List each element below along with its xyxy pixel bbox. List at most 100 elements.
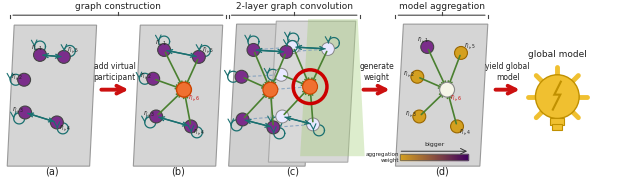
Bar xyxy=(401,154,403,160)
Text: model aggregation: model aggregation xyxy=(399,2,484,11)
Text: $r_{l_t,4}$: $r_{l_t,4}$ xyxy=(193,127,205,138)
Bar xyxy=(446,154,447,160)
Bar xyxy=(461,154,462,160)
Circle shape xyxy=(193,50,205,63)
Text: $r_{l_t,1}$: $r_{l_t,1}$ xyxy=(31,43,44,54)
Bar xyxy=(421,154,422,160)
Text: $r_{l_t,2}$: $r_{l_t,2}$ xyxy=(11,72,24,83)
Bar xyxy=(417,154,419,160)
Polygon shape xyxy=(396,24,488,166)
Bar xyxy=(438,154,439,160)
Circle shape xyxy=(58,50,70,63)
Bar xyxy=(424,154,425,160)
Circle shape xyxy=(276,110,289,123)
Text: $r_{l_t,3}$: $r_{l_t,3}$ xyxy=(405,109,418,120)
Circle shape xyxy=(247,43,260,56)
Bar xyxy=(425,154,426,160)
Text: aggregation
weight: aggregation weight xyxy=(366,152,399,163)
Circle shape xyxy=(18,73,31,86)
Bar xyxy=(434,154,435,160)
Text: add virtual
participant: add virtual participant xyxy=(93,62,136,82)
Text: $r_{l_t,1}$: $r_{l_t,1}$ xyxy=(417,35,429,46)
Bar xyxy=(433,154,434,160)
Circle shape xyxy=(321,43,334,55)
Circle shape xyxy=(184,120,197,133)
Bar xyxy=(416,154,417,160)
Bar xyxy=(405,154,406,160)
Circle shape xyxy=(413,110,426,123)
Bar xyxy=(445,154,446,160)
Circle shape xyxy=(51,116,63,129)
Bar xyxy=(466,154,467,160)
Bar xyxy=(436,154,437,160)
Bar xyxy=(419,154,420,160)
Bar xyxy=(401,154,468,160)
Text: $r_{l_t,5}$: $r_{l_t,5}$ xyxy=(202,45,214,56)
Circle shape xyxy=(177,82,191,97)
Polygon shape xyxy=(7,25,97,166)
Circle shape xyxy=(411,70,424,83)
Bar xyxy=(430,154,431,160)
Text: $r_{l_t,2}$: $r_{l_t,2}$ xyxy=(403,69,416,80)
Bar xyxy=(437,154,438,160)
Text: yield global
model: yield global model xyxy=(485,62,530,82)
Bar xyxy=(458,154,459,160)
Bar xyxy=(413,154,414,160)
Bar xyxy=(463,154,464,160)
Bar xyxy=(442,154,443,160)
Text: $r_{l_t,4}$: $r_{l_t,4}$ xyxy=(459,127,472,138)
Circle shape xyxy=(19,106,31,119)
Text: $r_{l_t,3}$: $r_{l_t,3}$ xyxy=(143,109,156,120)
Circle shape xyxy=(420,40,434,53)
Text: 2-layer graph convolution: 2-layer graph convolution xyxy=(236,2,353,11)
Bar xyxy=(459,154,460,160)
Bar xyxy=(454,154,455,160)
Bar xyxy=(450,154,451,160)
Bar xyxy=(448,154,449,160)
Bar xyxy=(410,154,412,160)
Bar xyxy=(431,154,432,160)
Text: (b): (b) xyxy=(171,166,185,176)
Bar xyxy=(467,154,468,160)
Text: $r_{l_t,6}$: $r_{l_t,6}$ xyxy=(450,93,463,104)
Circle shape xyxy=(303,79,317,94)
Circle shape xyxy=(275,68,288,81)
Bar xyxy=(464,154,465,160)
Circle shape xyxy=(150,110,163,123)
Bar xyxy=(439,154,440,160)
Bar xyxy=(457,154,458,160)
Bar xyxy=(403,154,404,160)
Text: $r_{l_t,5}$: $r_{l_t,5}$ xyxy=(67,45,79,56)
Text: (d): (d) xyxy=(435,166,449,176)
Bar xyxy=(435,154,436,160)
Bar xyxy=(429,154,430,160)
Circle shape xyxy=(440,82,454,97)
Bar xyxy=(406,154,408,160)
Circle shape xyxy=(307,118,319,131)
Bar xyxy=(432,154,433,160)
Bar xyxy=(422,154,423,160)
Bar xyxy=(460,154,461,160)
Bar xyxy=(415,154,416,160)
Polygon shape xyxy=(300,19,365,156)
Text: $r_{l_t,4}$: $r_{l_t,4}$ xyxy=(59,123,71,135)
Text: $r_{l_t,5}$: $r_{l_t,5}$ xyxy=(464,41,476,52)
Circle shape xyxy=(536,75,579,118)
Text: $r_{l_t,2}$: $r_{l_t,2}$ xyxy=(140,71,152,82)
Text: $r_{l_t,3}$: $r_{l_t,3}$ xyxy=(12,105,24,116)
Text: generate
weight: generate weight xyxy=(359,62,394,82)
Text: $r_{l_t,6}$: $r_{l_t,6}$ xyxy=(188,93,200,104)
Circle shape xyxy=(157,43,171,56)
Text: $r_{l_t,1}$: $r_{l_t,1}$ xyxy=(155,38,168,49)
Circle shape xyxy=(287,40,300,53)
Bar xyxy=(404,154,405,160)
Text: graph construction: graph construction xyxy=(75,2,161,11)
Polygon shape xyxy=(133,25,223,166)
Polygon shape xyxy=(228,24,313,166)
Circle shape xyxy=(33,48,47,61)
Bar xyxy=(451,154,452,160)
Bar xyxy=(428,154,429,160)
Text: (c): (c) xyxy=(285,166,299,176)
Circle shape xyxy=(263,82,278,97)
Bar xyxy=(552,124,563,130)
